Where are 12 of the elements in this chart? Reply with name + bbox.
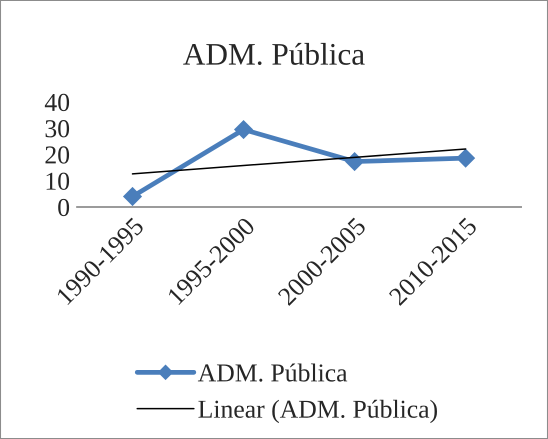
point xyxy=(123,187,142,206)
legend-label: Linear (ADM. Pública) xyxy=(198,400,437,424)
chart-title: ADM. Pública xyxy=(183,42,365,66)
y-tick-label: 40 xyxy=(44,94,70,112)
y-tick-label: 30 xyxy=(46,120,70,138)
y-tick-label: 20 xyxy=(45,146,70,164)
point xyxy=(234,120,253,139)
point xyxy=(456,148,475,168)
legend-label: ADM. Pública xyxy=(198,363,348,382)
y-tick-label: 0 xyxy=(58,198,70,216)
point xyxy=(345,152,364,171)
y-tick-label: 10 xyxy=(46,172,70,190)
